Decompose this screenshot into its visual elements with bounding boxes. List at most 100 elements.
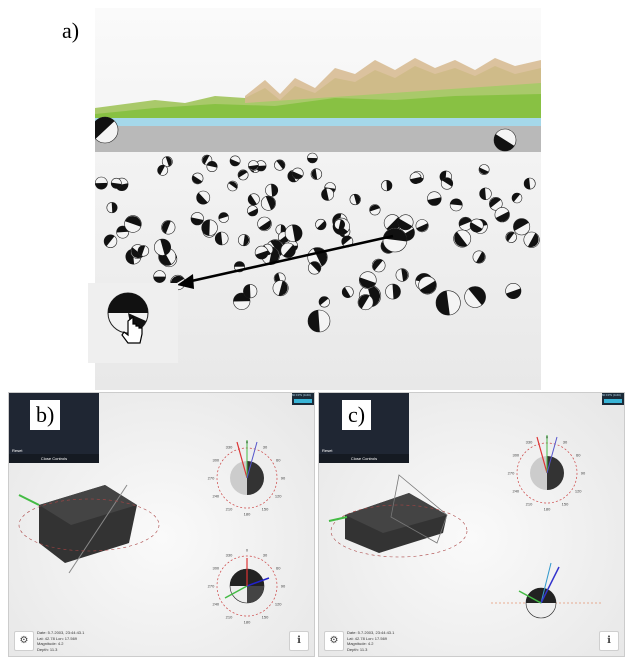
beachball[interactable] <box>206 161 218 172</box>
beachball[interactable] <box>395 268 409 282</box>
beachball[interactable] <box>381 180 393 192</box>
beachball[interactable] <box>464 286 486 308</box>
beachball[interactable] <box>435 290 461 316</box>
beachball[interactable] <box>229 155 241 167</box>
beachball[interactable] <box>449 198 463 212</box>
beachball[interactable] <box>493 128 517 152</box>
beachball[interactable] <box>371 258 386 273</box>
beachball[interactable] <box>124 215 142 233</box>
beachball[interactable] <box>272 280 289 297</box>
beachball[interactable] <box>357 294 374 311</box>
beachball[interactable] <box>349 193 361 206</box>
beachball[interactable] <box>523 231 540 248</box>
beachball[interactable] <box>190 212 204 226</box>
beachball[interactable] <box>382 227 408 253</box>
stereonet-tick-label: 180 <box>244 512 251 517</box>
beachball[interactable] <box>243 284 258 299</box>
info-button[interactable]: ℹ <box>289 631 309 651</box>
scene-b[interactable]: 0 30 60 90 120 150 180 210 240 270 300 330 0 30 60 90 1… <box>9 393 314 656</box>
beachball[interactable] <box>254 245 269 260</box>
beachball[interactable] <box>137 245 150 257</box>
beachball[interactable] <box>494 207 510 223</box>
beachball[interactable] <box>397 214 414 231</box>
close-controls-button[interactable]: Close Controls <box>319 454 409 463</box>
beachball[interactable] <box>488 197 503 211</box>
beachball[interactable] <box>238 234 250 247</box>
event-info: Date: 5.7.2003, 23:44:43.1 Lat: 42.78 Lo… <box>37 630 85 652</box>
beachball[interactable] <box>284 224 303 243</box>
beachball[interactable] <box>214 231 229 246</box>
stereonet-tick-label: 90 <box>281 584 286 589</box>
beachball[interactable] <box>154 238 171 256</box>
beachball[interactable] <box>321 187 335 201</box>
detail-view-c[interactable]: Reset Close Controls 60 FPS (0-60) 0 30 60… <box>318 392 625 657</box>
beachball[interactable] <box>95 176 108 190</box>
stereonet-bottom: 0 30 60 90 120 150 180 210 240 270 300 330 <box>208 548 286 625</box>
beachball[interactable] <box>247 193 260 206</box>
beachball[interactable] <box>505 283 522 299</box>
beachball[interactable] <box>358 271 377 290</box>
beachball[interactable] <box>341 286 354 299</box>
beachball[interactable] <box>110 177 122 189</box>
beachball[interactable] <box>103 234 118 248</box>
beachball[interactable] <box>247 205 259 217</box>
beachball[interactable] <box>523 177 536 190</box>
beachball[interactable] <box>472 250 486 264</box>
beachball[interactable] <box>274 159 286 171</box>
beachball[interactable] <box>453 229 472 248</box>
beachball[interactable] <box>153 270 166 283</box>
detail-view-b[interactable]: Reset Close Controls 60 FPS (0-60) 0 30 60… <box>8 392 315 657</box>
stereonet-tick-label: 120 <box>275 494 282 499</box>
beachball[interactable] <box>415 219 429 233</box>
beachball[interactable] <box>260 195 276 211</box>
beachball[interactable] <box>265 183 279 197</box>
beachball[interactable] <box>505 231 517 243</box>
beachball[interactable] <box>478 164 490 176</box>
beachball[interactable] <box>291 167 304 180</box>
beachball[interactable] <box>385 283 401 300</box>
beachball[interactable] <box>315 218 327 231</box>
beachball[interactable] <box>318 296 330 308</box>
stereonet-tick-label: 330 <box>226 552 233 557</box>
settings-button[interactable]: ⚙ <box>14 631 34 651</box>
beachball[interactable] <box>369 204 381 216</box>
beachball[interactable] <box>513 218 531 236</box>
scene-c[interactable]: 0 30 60 90 120 150 180 210 240 270 300 330 <box>319 393 624 656</box>
beachball[interactable] <box>307 152 318 164</box>
beachball[interactable] <box>308 261 322 275</box>
earthquake-scene[interactable] <box>95 8 541 390</box>
beachball[interactable] <box>201 219 218 236</box>
beachball[interactable] <box>310 168 323 180</box>
focal-mechanism-balls[interactable] <box>95 116 540 333</box>
beachball[interactable] <box>280 242 296 258</box>
beachball[interactable] <box>237 169 249 181</box>
beachball[interactable] <box>161 156 173 168</box>
beachball[interactable] <box>157 164 169 176</box>
beachball[interactable] <box>247 160 259 172</box>
beachball[interactable] <box>161 220 176 235</box>
info-button[interactable]: ℹ <box>599 631 619 651</box>
beachball[interactable] <box>307 309 331 333</box>
menu-item-reset[interactable]: Reset <box>12 448 23 453</box>
beachball[interactable] <box>227 180 238 192</box>
beachball[interactable] <box>479 187 492 201</box>
beachball[interactable] <box>440 177 454 190</box>
beachball[interactable] <box>218 212 229 223</box>
beachball[interactable] <box>418 276 437 295</box>
beachball[interactable] <box>458 216 473 231</box>
beachball[interactable] <box>191 172 204 185</box>
beachball[interactable] <box>196 190 211 205</box>
menu-item-reset[interactable]: Reset <box>322 448 333 453</box>
stereonet-tick-label: 180 <box>244 620 251 625</box>
beachball[interactable] <box>511 192 523 204</box>
beachball[interactable] <box>257 216 272 232</box>
beachball[interactable] <box>469 218 484 233</box>
info-icon: ℹ <box>297 635 301 646</box>
close-controls-button[interactable]: Close Controls <box>9 454 99 463</box>
beachball[interactable] <box>409 172 422 185</box>
settings-button[interactable]: ⚙ <box>324 631 344 651</box>
beachball[interactable] <box>427 191 442 206</box>
beachball[interactable] <box>95 116 119 144</box>
beachball[interactable] <box>334 219 346 230</box>
beachball[interactable] <box>106 202 118 214</box>
